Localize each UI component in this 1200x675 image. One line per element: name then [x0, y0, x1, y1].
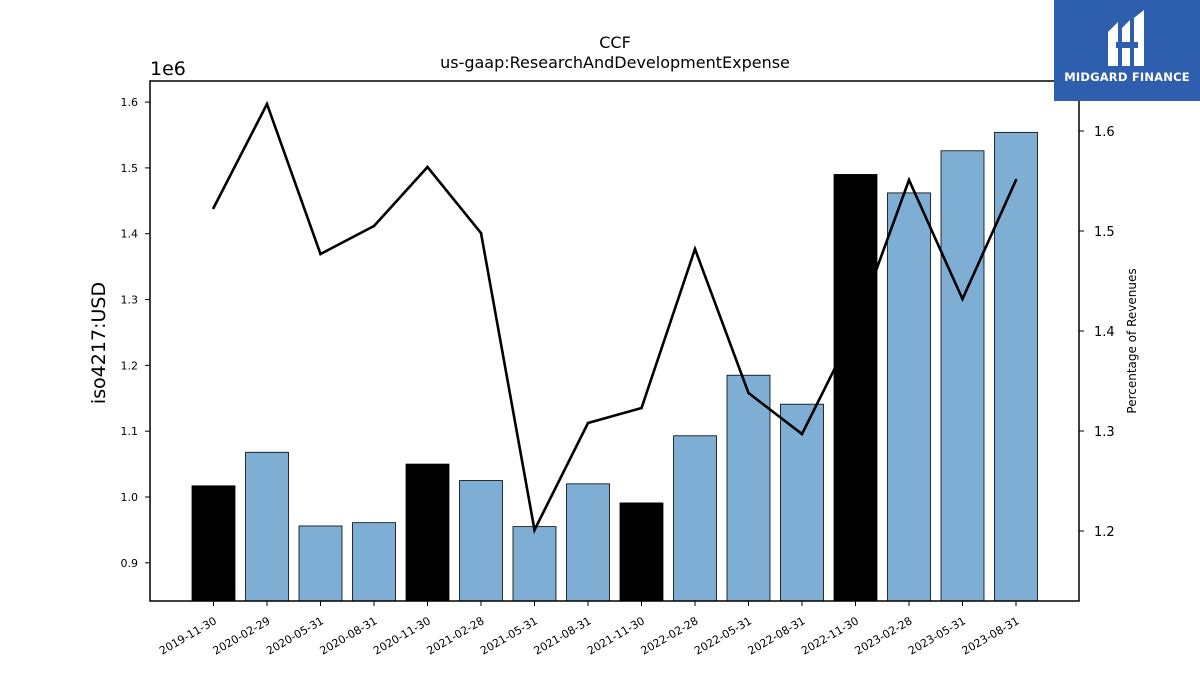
bars-group — [191, 131, 1038, 602]
x-tick-label: 2023-05-31 — [906, 614, 968, 657]
x-tick-label: 2022-08-31 — [746, 614, 808, 657]
line-point-2023-05-31 — [961, 297, 964, 301]
bar-2023-08-31 — [994, 131, 1038, 602]
line-point-2021-05-31 — [533, 528, 536, 532]
x-tick-label: 2023-02-28 — [853, 614, 915, 657]
bar-2023-02-28 — [887, 192, 931, 602]
percentage-line — [212, 100, 1018, 535]
x-tick-label: 2022-05-31 — [692, 614, 754, 657]
line-point-2021-02-28 — [479, 231, 483, 235]
x-tick-label: 2021-05-31 — [478, 614, 540, 657]
y2-tick-label: 1.3 — [1094, 425, 1115, 440]
line-group — [212, 100, 1018, 535]
x-tick-label: 2019-11-30 — [157, 614, 219, 657]
brand-logo: MIDGARD FINANCE — [1054, 0, 1200, 101]
x-tick-label: 2022-02-28 — [639, 614, 701, 657]
y2-tick-label: 1.2 — [1094, 525, 1115, 540]
y-offset-label: 1e6 — [150, 58, 186, 80]
line-point-2022-08-31 — [800, 432, 804, 436]
bar-2021-11-30 — [619, 502, 664, 602]
logo-mark-icon — [1108, 10, 1144, 66]
bar-2019-11-30 — [191, 485, 236, 602]
bar-2020-05-31 — [298, 525, 343, 602]
x-tick-label: 2020-11-30 — [371, 614, 433, 657]
y2-axis-label: Percentage of Revenues — [1125, 268, 1139, 413]
line-point-2020-08-31 — [372, 224, 376, 228]
x-tick-label: 2021-02-28 — [425, 614, 487, 657]
bar-2021-08-31 — [566, 483, 610, 602]
chart-title: CCF — [599, 33, 631, 52]
x-tick-label: 2021-08-31 — [532, 614, 594, 657]
bar-2022-05-31 — [726, 374, 771, 602]
x-tick-label: 2023-08-31 — [960, 614, 1022, 657]
line-point-2022-02-28 — [693, 247, 697, 251]
x-tick-label: 2020-08-31 — [318, 614, 380, 657]
y-tick-label: 1.3 — [121, 294, 139, 307]
line-point-2020-02-29 — [265, 102, 269, 106]
line-point-2020-05-31 — [319, 252, 322, 256]
bar-2022-02-28 — [673, 435, 717, 602]
line-point-2023-02-28 — [907, 178, 911, 182]
bar-2022-11-30 — [833, 174, 878, 602]
bar-2022-08-31 — [780, 403, 824, 602]
y-tick-label: 1.6 — [121, 96, 139, 109]
x-tick-label: 2021-11-30 — [585, 614, 647, 657]
bar-2020-11-30 — [405, 463, 450, 602]
y-axis-label: iso4217:USD — [88, 282, 110, 404]
line-point-2021-11-30 — [640, 406, 643, 410]
y2-tick-label: 1.4 — [1094, 325, 1115, 340]
y2-tick-label: 1.6 — [1094, 125, 1115, 140]
logo-text: MIDGARD FINANCE — [1064, 70, 1190, 84]
bar-2020-02-29 — [245, 451, 289, 602]
bar-2021-02-28 — [459, 480, 503, 602]
bar-2023-05-31 — [940, 150, 985, 602]
x-tick-label: 2020-02-29 — [211, 614, 273, 657]
y-tick-label: 1.2 — [121, 359, 139, 372]
y-tick-label: 1.4 — [121, 228, 139, 241]
line-point-2022-05-31 — [747, 391, 750, 395]
bar-2020-08-31 — [352, 522, 396, 602]
y-tick-label: 1.5 — [121, 162, 139, 175]
y2-tick-label: 1.5 — [1094, 225, 1115, 240]
plot-frame — [149, 80, 1080, 602]
line-point-2022-11-30 — [854, 325, 857, 329]
y-tick-label: 1.0 — [121, 491, 139, 504]
line-point-2023-08-31 — [1014, 178, 1018, 182]
y-tick-label: 0.9 — [121, 557, 139, 570]
line-point-2019-11-30 — [212, 206, 215, 210]
x-tick-label: 2020-05-31 — [264, 614, 326, 657]
chart-subtitle: us-gaap:ResearchAndDevelopmentExpense — [440, 53, 790, 72]
bar-2021-05-31 — [512, 526, 557, 602]
y-tick-label: 1.1 — [121, 425, 139, 438]
line-point-2020-11-30 — [426, 165, 429, 169]
x-tick-label: 2022-11-30 — [799, 614, 861, 657]
line-point-2021-08-31 — [586, 421, 590, 425]
